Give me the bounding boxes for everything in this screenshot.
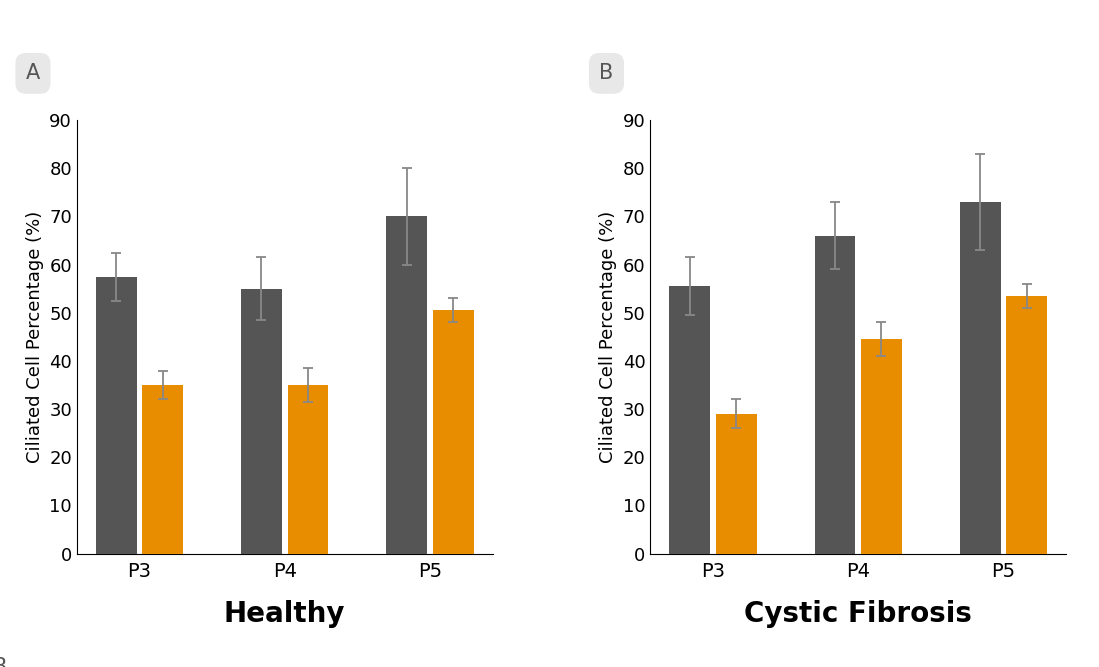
Bar [433,310,474,554]
Text: B: B [599,63,613,83]
Text: B: B [0,657,7,667]
Bar [959,202,1001,554]
Bar [288,385,329,554]
Bar [669,286,710,554]
Bar [814,235,855,554]
X-axis label: Cystic Fibrosis: Cystic Fibrosis [744,600,973,628]
Bar [96,277,136,554]
Bar [862,340,902,554]
Bar [142,385,184,554]
Bar [241,289,281,554]
Bar [715,414,756,554]
Y-axis label: Ciliated Cell Percentage (%): Ciliated Cell Percentage (%) [599,211,618,463]
Bar [1007,296,1047,554]
X-axis label: Healthy: Healthy [224,600,345,628]
Y-axis label: Ciliated Cell Percentage (%): Ciliated Cell Percentage (%) [25,211,44,463]
Bar [387,216,428,554]
Text: A: A [26,63,40,83]
